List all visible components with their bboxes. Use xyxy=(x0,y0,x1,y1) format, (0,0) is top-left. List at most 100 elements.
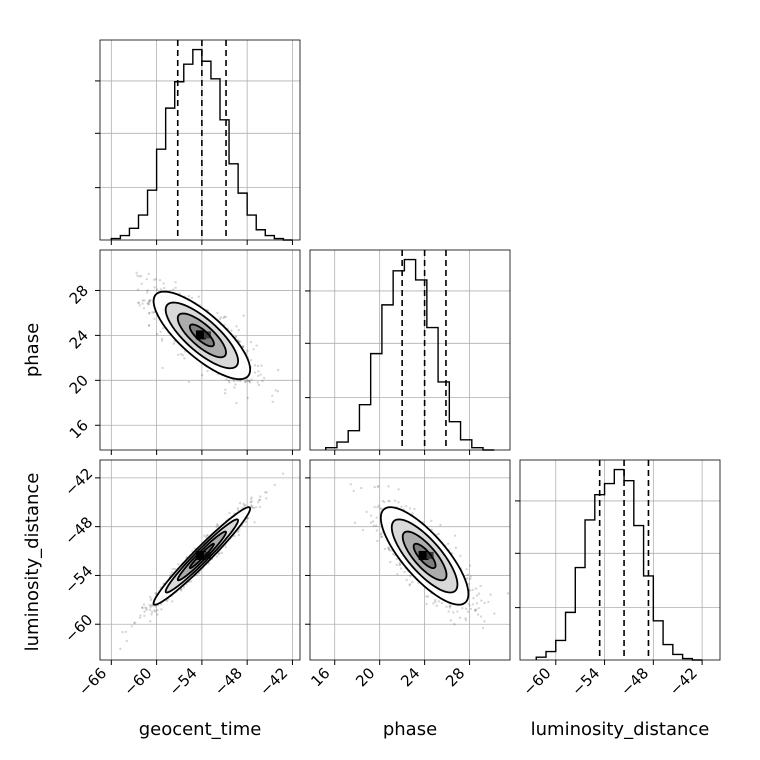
scatter-point xyxy=(397,500,400,504)
scatter-point xyxy=(252,506,256,510)
scatter-point xyxy=(138,304,141,307)
contour-line xyxy=(176,530,227,582)
panel-frame xyxy=(99,249,301,451)
scatter-point xyxy=(163,286,166,290)
scatter-point xyxy=(276,368,280,372)
scatter-point xyxy=(437,532,440,536)
scatter-point xyxy=(228,511,231,515)
scatter-point xyxy=(141,606,144,610)
x-tick-label: −66 xyxy=(75,664,110,699)
scatter-point xyxy=(249,340,253,344)
scatter-point xyxy=(147,300,151,304)
x-axis-label-geocent_time: geocent_time xyxy=(139,719,262,740)
scatter-point xyxy=(244,503,247,507)
scatter-point xyxy=(257,498,261,502)
scatter-point xyxy=(187,380,191,384)
scatter-point xyxy=(404,504,408,508)
scatter-point xyxy=(161,339,164,342)
histogram-panel-luminosity_distance: −60 −54 −48 −42 xyxy=(515,459,721,699)
scatter-point xyxy=(197,295,201,298)
scatter-point xyxy=(458,616,462,620)
scatter-point xyxy=(173,340,176,343)
scatter-point xyxy=(464,607,468,611)
contour-line xyxy=(390,518,459,594)
scatter-point xyxy=(247,516,250,520)
scatter-point xyxy=(119,647,122,651)
scatter-point xyxy=(248,380,251,383)
x-tick-label: 20 xyxy=(352,664,378,690)
scatter-point xyxy=(206,534,209,537)
scatter-point xyxy=(440,601,444,605)
scatter-point xyxy=(258,498,262,502)
scatter-point xyxy=(257,374,260,378)
scatter-point xyxy=(459,554,462,558)
scatter-point xyxy=(171,567,174,571)
scatter-point xyxy=(160,608,163,611)
scatter-point xyxy=(439,523,442,527)
scatter-point xyxy=(150,610,154,614)
scatter-point xyxy=(380,507,383,510)
scatter-point xyxy=(150,613,153,616)
scatter-point xyxy=(149,620,152,623)
scatter-point xyxy=(155,288,159,291)
x-tick-label: −42 xyxy=(256,664,291,699)
scatter-point xyxy=(147,302,151,305)
scatter-point xyxy=(365,510,368,514)
scatter-point xyxy=(250,378,253,381)
scatter-point xyxy=(377,484,380,488)
scatter-point xyxy=(223,392,227,395)
scatter-point xyxy=(159,288,163,291)
scatter-point xyxy=(202,534,206,537)
contour-line xyxy=(152,290,252,381)
panel-frame xyxy=(519,459,721,661)
scatter-point xyxy=(388,549,391,552)
scatter-point xyxy=(387,548,391,551)
scatter-point xyxy=(170,571,174,574)
scatter-point xyxy=(156,608,159,612)
scatter-point xyxy=(154,610,157,613)
scatter-point xyxy=(138,616,142,619)
scatter-point xyxy=(237,328,241,332)
scatter-point xyxy=(376,505,379,509)
scatter-point xyxy=(256,501,260,504)
scatter-point xyxy=(469,577,472,581)
scatter-point xyxy=(152,311,156,314)
scatter-point xyxy=(124,630,128,634)
scatter-point xyxy=(182,586,185,589)
scatter-point xyxy=(253,521,256,524)
scatter-point xyxy=(473,609,477,613)
scatter-point xyxy=(237,530,240,534)
x-tick-label: −60 xyxy=(120,664,155,699)
scatter-point xyxy=(375,529,379,532)
scatter-point xyxy=(467,602,471,605)
scatter-point xyxy=(193,547,197,550)
scatter-point xyxy=(148,595,152,598)
scatter-point xyxy=(216,311,219,315)
scatter-point xyxy=(464,618,468,622)
scatter-point xyxy=(453,623,456,626)
scatter-point xyxy=(506,592,510,595)
scatter-point xyxy=(154,592,158,595)
scatter-point xyxy=(435,604,438,607)
scatter-point xyxy=(121,630,124,634)
x-tick-label: −60 xyxy=(519,664,554,699)
scatter-point xyxy=(150,597,153,600)
scatter-point xyxy=(448,606,452,609)
scatter-point xyxy=(466,573,469,576)
panel-frame xyxy=(99,39,301,241)
y-tick-label: 20 xyxy=(66,371,92,397)
y-tick-label: 24 xyxy=(66,326,92,352)
scatter-points xyxy=(100,255,280,405)
scatter-point xyxy=(271,400,274,404)
scatter-point xyxy=(158,278,162,282)
scatter-point xyxy=(149,299,152,302)
scatter-point xyxy=(136,301,140,305)
y-axis-label-phase: phase xyxy=(22,323,43,377)
scatter-point xyxy=(405,578,408,582)
scatter-point xyxy=(481,626,485,630)
scatter-point xyxy=(227,379,231,383)
scatter-point xyxy=(387,547,390,550)
scatter-point xyxy=(233,534,236,538)
scatter-point xyxy=(216,524,220,527)
scatter-point xyxy=(379,533,382,536)
